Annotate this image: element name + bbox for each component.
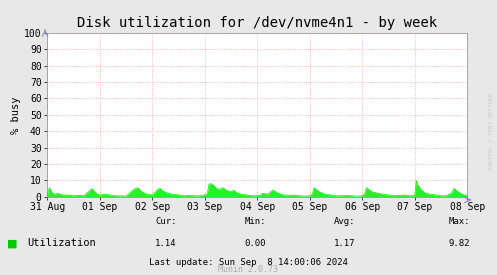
Text: 0.00: 0.00 [245,239,266,248]
Text: Min:: Min: [245,217,266,226]
Text: Munin 2.0.73: Munin 2.0.73 [219,265,278,274]
Text: RRDTOOL / TOBI OETIKER: RRDTOOL / TOBI OETIKER [489,94,494,170]
Text: 1.17: 1.17 [334,239,355,248]
Text: Utilization: Utilization [27,238,96,248]
Text: ■: ■ [7,238,18,248]
Text: Last update: Sun Sep  8 14:00:06 2024: Last update: Sun Sep 8 14:00:06 2024 [149,258,348,267]
Text: 1.14: 1.14 [155,239,176,248]
Title: Disk utilization for /dev/nvme4n1 - by week: Disk utilization for /dev/nvme4n1 - by w… [77,16,437,31]
Text: Avg:: Avg: [334,217,355,226]
Text: Max:: Max: [448,217,470,226]
Text: Cur:: Cur: [155,217,176,226]
Text: 9.82: 9.82 [448,239,470,248]
Y-axis label: % busy: % busy [11,96,21,134]
